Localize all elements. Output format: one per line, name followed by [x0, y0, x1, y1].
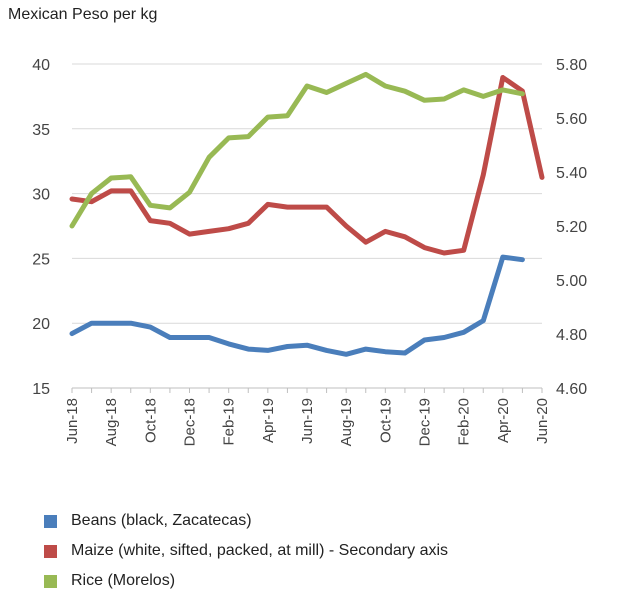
y-left-tick-label: 30	[32, 187, 50, 204]
y-left-tick-label: 40	[32, 57, 50, 74]
x-tick-label: Oct-19	[377, 398, 394, 443]
series-line-maize	[69, 75, 545, 256]
x-tick-label: Dec-18	[182, 398, 199, 446]
legend: Beans (black, Zacatecas) Maize (white, s…	[44, 506, 448, 596]
x-tick-label: Aug-18	[103, 398, 120, 446]
x-tick-label: Apr-19	[260, 398, 277, 443]
x-tick-label: Feb-19	[221, 398, 238, 446]
legend-swatch-rice	[44, 574, 57, 588]
legend-label-beans: Beans (black, Zacatecas)	[71, 512, 252, 529]
y-left-tick-label: 35	[32, 122, 50, 139]
x-tick-label: Oct-18	[142, 398, 159, 443]
unit-label: Mexican Peso per kg	[8, 6, 158, 23]
series-lines	[69, 71, 545, 357]
axes: 15 20 25 30 35 40 4.60 4.80 5.00 5.20 5.40 5.60 5.80…	[32, 57, 587, 446]
legend-swatch-beans	[44, 514, 57, 528]
legend-label-rice: Rice (Morelos)	[71, 572, 176, 589]
series-line-rice	[69, 71, 525, 229]
y-right-tick-label: 5.00	[556, 273, 587, 290]
y-right-tick-label: 5.40	[556, 165, 587, 182]
x-tick-label: Feb-20	[456, 398, 473, 446]
x-tick-label: Dec-19	[417, 398, 434, 446]
x-tick-label: Jun-20	[534, 398, 551, 444]
y-right-tick-label: 5.20	[556, 219, 587, 236]
y-left-tick-label: 20	[32, 316, 50, 333]
legend-item-maize: Maize (white, sifted, packed, at mill) -…	[44, 536, 448, 566]
y-left-tick-label: 15	[32, 381, 50, 398]
y-right-tick-label: 4.60	[556, 381, 587, 398]
x-tick-label: Jun-19	[299, 398, 316, 444]
legend-item-beans: Beans (black, Zacatecas)	[44, 506, 448, 536]
legend-label-maize: Maize (white, sifted, packed, at mill) -…	[71, 542, 449, 559]
legend-item-rice: Rice (Morelos)	[44, 566, 448, 596]
y-left-tick-label: 25	[32, 251, 50, 268]
x-tick-label: Aug-19	[338, 398, 355, 446]
x-tick-label: Jun-18	[64, 398, 81, 444]
y-right-tick-label: 5.80	[556, 57, 587, 74]
legend-swatch-maize	[44, 544, 57, 558]
x-tick-label: Apr-20	[495, 398, 512, 443]
line-chart: 15 20 25 30 35 40 4.60 4.80 5.00 5.20 5.40 5.60 5.80…	[32, 57, 587, 446]
gridlines	[72, 63, 542, 324]
y-right-tick-label: 4.80	[556, 327, 587, 344]
series-line-beans	[69, 254, 525, 357]
y-right-tick-label: 5.60	[556, 111, 587, 128]
